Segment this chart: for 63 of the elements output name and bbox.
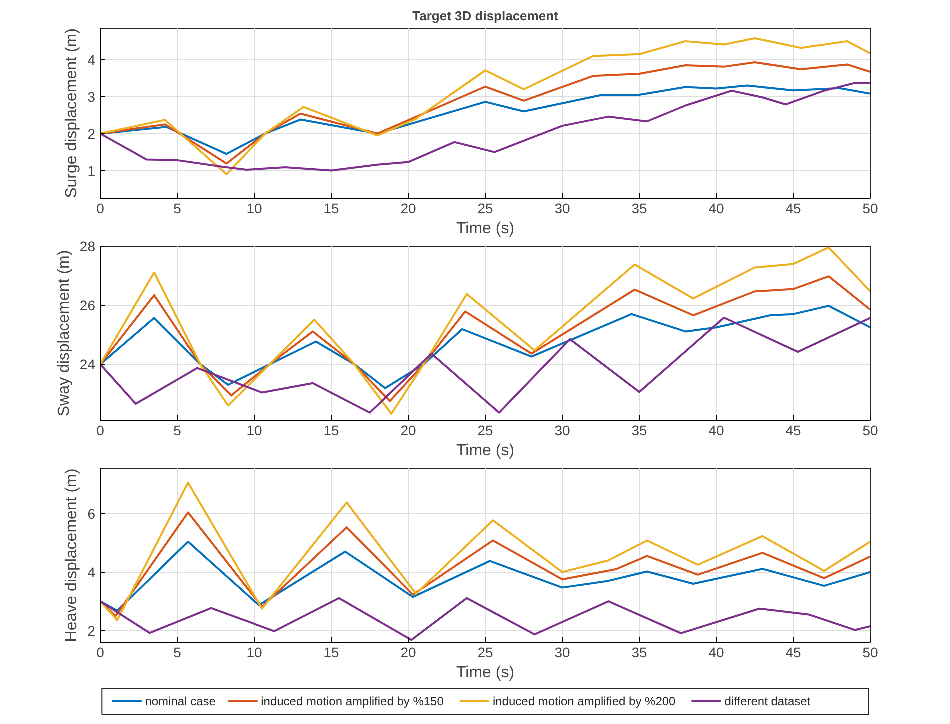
y-axis-title: Heave displacement (m)	[64, 468, 81, 642]
chart-title: Target 3D displacement	[412, 8, 560, 24]
y-tick-label: 2	[88, 126, 96, 142]
legend-label: nominal case	[145, 694, 216, 708]
y-tick-label: 4	[88, 564, 96, 580]
line-series	[100, 37, 870, 176]
y-tick-label: 6	[88, 506, 96, 522]
x-tick-label: 5	[174, 644, 182, 660]
x-tick-label: 50	[862, 422, 878, 438]
y-tick-label: 28	[80, 238, 96, 254]
x-tick-label: 35	[632, 422, 648, 438]
y-tick-label: 26	[80, 297, 96, 314]
x-tick-label: 0	[96, 422, 105, 438]
x-axis-title: Time (s)	[456, 664, 515, 682]
x-tick-label: 20	[400, 422, 416, 438]
x-tick-label: 30	[554, 422, 570, 438]
x-tick-label: 10	[246, 422, 262, 438]
y-tick-label: 4	[88, 52, 96, 68]
x-tick-label: 10	[246, 200, 262, 216]
y-tick-label: 3	[88, 88, 96, 105]
x-tick-label: 10	[246, 644, 262, 660]
x-tick-label: 40	[708, 200, 724, 216]
y-tick-label: 1	[88, 162, 96, 179]
line-series	[100, 62, 870, 165]
x-tick-label: 15	[324, 200, 340, 216]
x-tick-label: 15	[324, 644, 340, 660]
line-series	[100, 82, 870, 172]
line-series	[100, 246, 870, 416]
x-axis-title: Time (s)	[456, 442, 515, 460]
y-tick-label: 2	[88, 622, 96, 639]
line-series	[100, 305, 870, 390]
legend-label: induced motion amplified by %150	[261, 694, 444, 708]
x-tick-label: 40	[708, 644, 724, 660]
x-tick-label: 25	[478, 422, 494, 438]
line-series	[100, 316, 870, 414]
x-tick-label: 50	[862, 644, 878, 660]
x-tick-label: 35	[632, 200, 648, 216]
y-axis-title: Sway displacement (m)	[56, 250, 73, 417]
x-tick-label: 25	[478, 200, 494, 216]
x-axis-title: Time (s)	[456, 220, 515, 238]
x-tick-label: 50	[862, 200, 878, 216]
x-tick-label: 40	[708, 422, 724, 438]
y-axis-title: Surge displacement (m)	[64, 28, 81, 198]
x-tick-label: 20	[400, 644, 416, 660]
x-tick-label: 5	[174, 200, 182, 216]
x-tick-label: 20	[400, 200, 416, 216]
x-tick-label: 15	[324, 422, 340, 438]
x-tick-label: 0	[96, 644, 105, 660]
legend-label: different dataset	[724, 694, 812, 708]
x-tick-label: 30	[554, 644, 570, 660]
x-tick-label: 45	[786, 200, 802, 216]
x-tick-label: 25	[478, 644, 494, 660]
line-series	[100, 276, 870, 402]
x-tick-label: 35	[632, 644, 648, 660]
y-tick-label: 24	[80, 356, 96, 372]
x-tick-label: 45	[786, 644, 802, 660]
x-tick-label: 5	[174, 422, 182, 438]
x-tick-label: 0	[96, 200, 105, 216]
x-tick-label: 30	[554, 200, 570, 216]
legend-label: induced motion amplified by %200	[492, 694, 676, 708]
line-series	[100, 540, 870, 612]
x-tick-label: 45	[786, 422, 802, 438]
line-series	[100, 482, 870, 622]
